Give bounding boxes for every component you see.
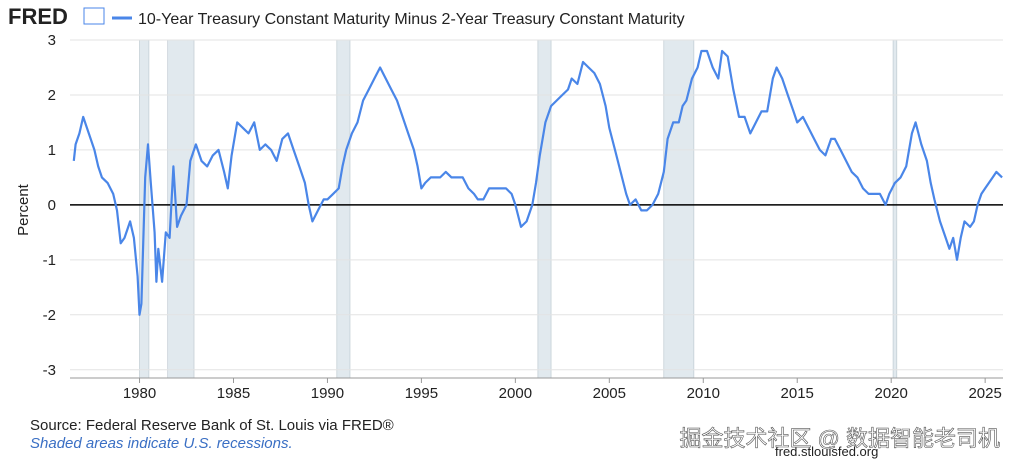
y-axis-label: Percent [15,183,32,236]
logo-icon [83,7,105,25]
y-tick-label: -3 [43,362,56,379]
y-tick-label: -2 [43,307,56,324]
recession-band [537,39,552,379]
recession-band [336,39,351,379]
x-tick-label: 2025 [968,385,1001,402]
y-tick-label: 0 [48,197,56,214]
data-line [72,49,1003,316]
x-tick-label: 2020 [875,385,908,402]
recession-band [892,39,898,379]
y-tick-label: 1 [48,142,56,159]
logo: FRED [8,4,68,29]
x-tick-label: 1980 [123,385,156,402]
x-tick-label: 1995 [405,385,438,402]
x-tick-label: 2005 [593,385,626,402]
y-tick-label: 3 [48,32,56,49]
x-tick-label: 1985 [217,385,250,402]
plot-area [70,40,1003,378]
watermark: 掘金技术社区 @ 数据智能老司机 [679,426,1000,451]
x-tick-label: 2010 [687,385,720,402]
x-tick-label: 2015 [781,385,814,402]
note: Shaded areas indicate U.S. recessions. [30,435,293,452]
y-tick-label: 2 [48,87,56,104]
legend-entry: 10-Year Treasury Constant Maturity Minus… [138,11,685,28]
source: Source: Federal Reserve Bank of St. Loui… [30,417,394,434]
y-tick-label: -1 [43,252,56,269]
x-tick-label: 1990 [311,385,344,402]
url: fred.stlouisfed.org [775,444,878,459]
x-tick-label: 2000 [499,385,532,402]
